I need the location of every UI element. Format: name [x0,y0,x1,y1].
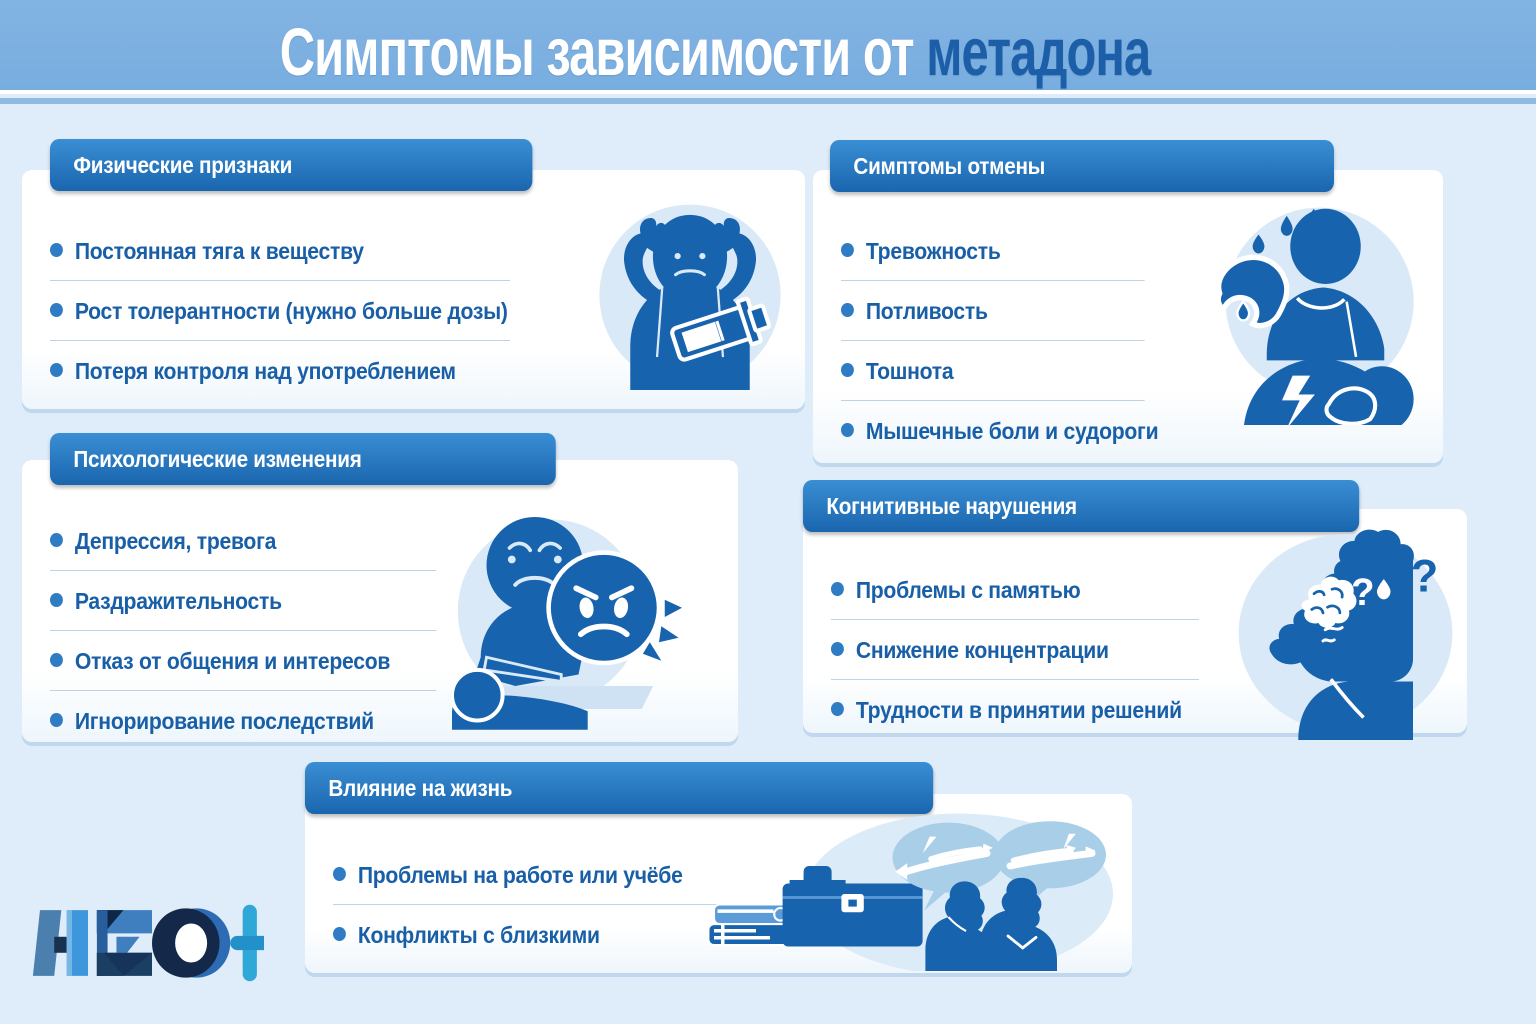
svg-text:?: ? [1351,571,1374,614]
svg-text:?: ? [1411,551,1439,602]
